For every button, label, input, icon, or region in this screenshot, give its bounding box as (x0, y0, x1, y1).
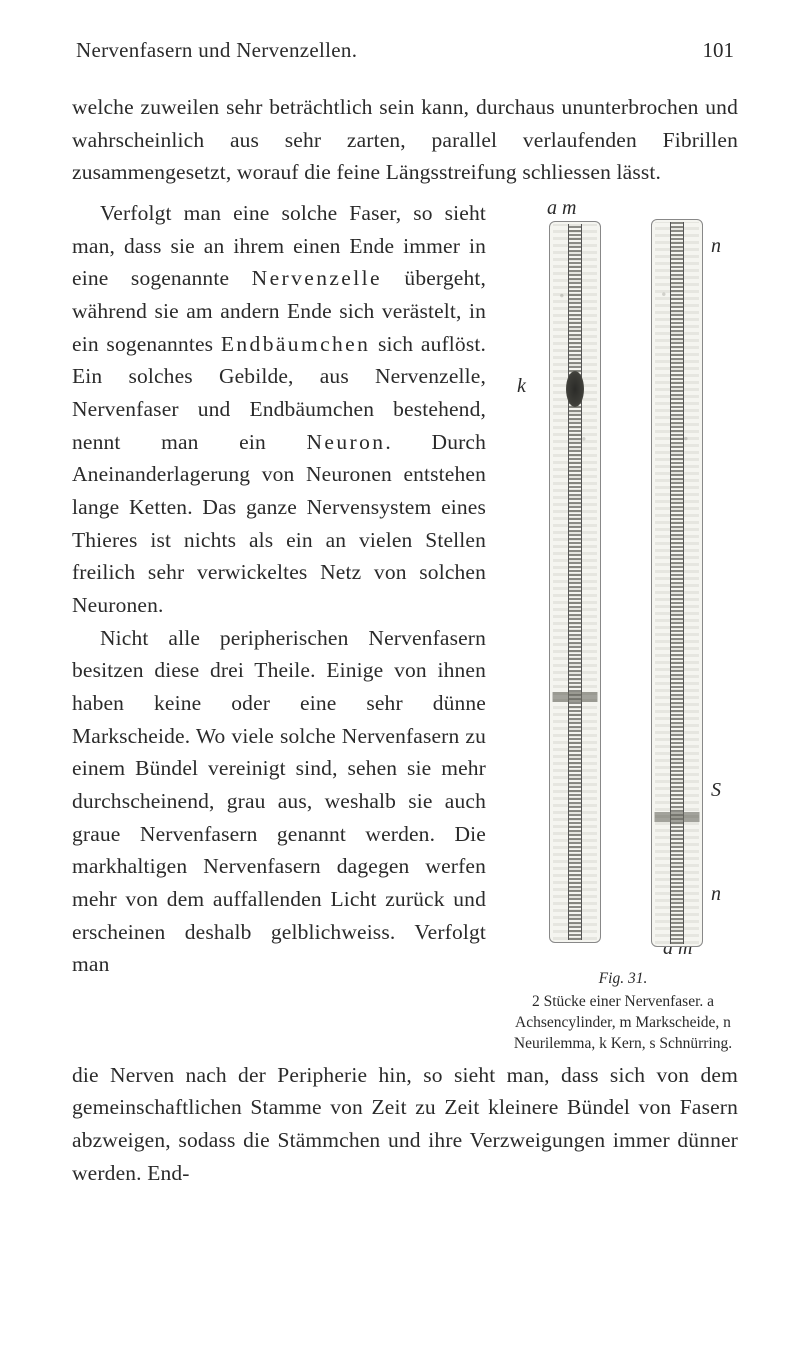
intro-paragraph: welche zuweilen sehr beträchtlich sein k… (72, 91, 738, 189)
nerve-fiber-right (651, 219, 703, 947)
figure-column: a m n k S n a m Fig. 31. 2 Stücke einer … (508, 197, 738, 1055)
term-nervenzelle: Nervenzelle (252, 266, 382, 290)
p1-d: . Durch Aneinanderlagerung von Neu­ronen… (72, 430, 486, 617)
figure-number: Fig. 31. (510, 969, 736, 990)
nerve-fiber-left (549, 221, 601, 943)
label-k: k (517, 375, 526, 398)
label-n-bottom: n (711, 883, 721, 906)
running-title: Nervenfasern und Nervenzellen. (76, 38, 357, 63)
paragraph-1: Verfolgt man eine solche Faser, so sieht… (72, 197, 486, 622)
text-column: Verfolgt man eine solche Faser, so sieht… (72, 197, 486, 1055)
figure-31: a m n k S n a m (513, 203, 733, 963)
term-neuron: Neuron (307, 430, 386, 454)
schwann-nucleus (566, 371, 584, 407)
term-endbaeumchen: End­bäumchen (221, 332, 370, 356)
figure-caption: Fig. 31. 2 Stücke einer Nerven­faser. a … (508, 969, 738, 1055)
ranvier-node (549, 692, 601, 702)
paragraph-2: Nicht alle peripherischen Nerven­fasern … (72, 622, 486, 981)
label-s: S (711, 779, 721, 802)
running-head: Nervenfasern und Nervenzellen. 101 (72, 38, 738, 63)
label-n-top: n (711, 235, 721, 258)
two-column-region: Verfolgt man eine solche Faser, so sieht… (72, 197, 738, 1055)
figure-caption-body: 2 Stücke einer Nerven­faser. a Achsencyl… (514, 993, 732, 1052)
page-number: 101 (703, 38, 735, 63)
label-am-top: a m (547, 197, 576, 220)
bottom-paragraph: die Nerven nach der Peripherie hin, so s… (72, 1059, 738, 1190)
ranvier-node (651, 812, 703, 822)
